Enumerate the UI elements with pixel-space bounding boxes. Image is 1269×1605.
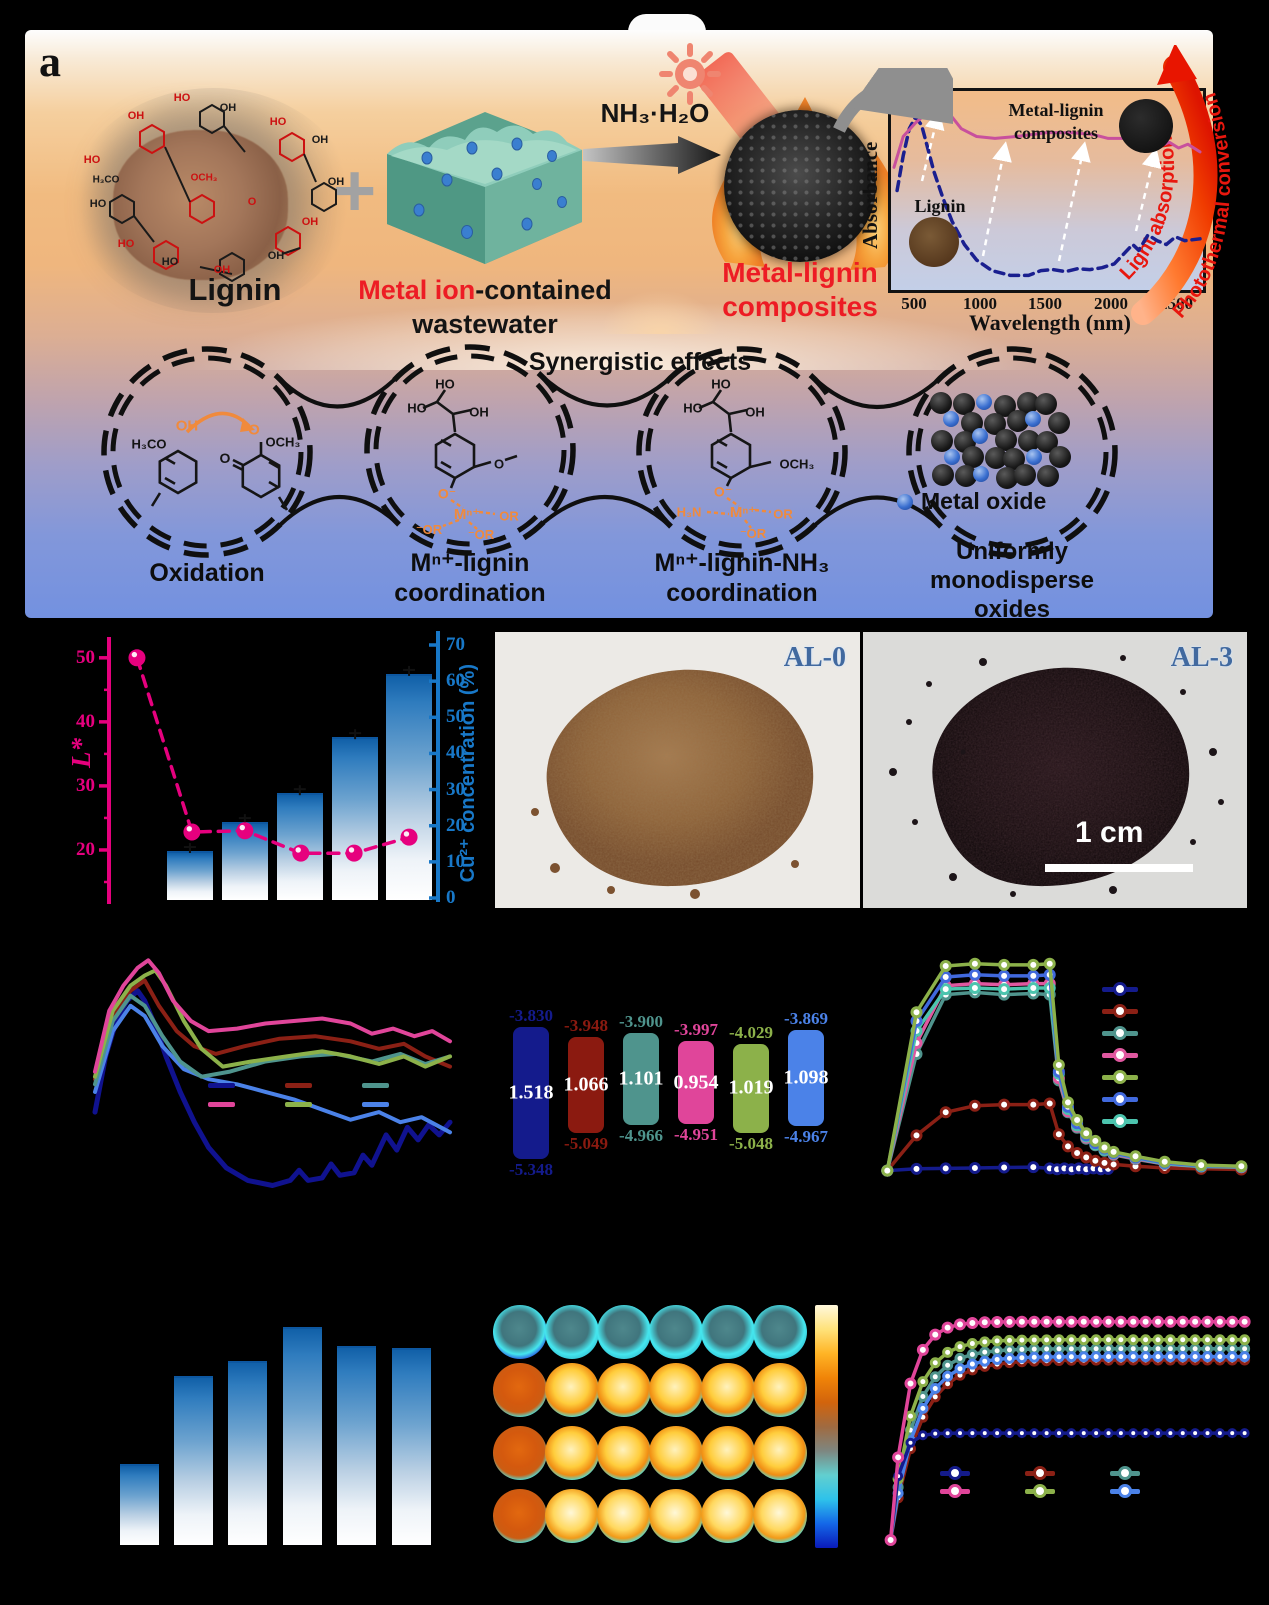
wastewater-label-red: Metal ion: [358, 275, 476, 305]
photo-al0: AL-0: [495, 632, 860, 908]
uvvis-spectra-chart: [60, 930, 470, 1195]
wastewater-cube: [387, 112, 582, 264]
composites-label-line1: Metal-lignin: [722, 257, 878, 288]
oxide-sphere-black: [1007, 410, 1029, 432]
oxide-sphere-blue: [972, 428, 988, 444]
composite-sample-dot: [1119, 99, 1173, 153]
caption-text: coordination: [394, 579, 546, 607]
oxide-sphere-black: [995, 429, 1017, 451]
photothermal-cycle-chart: [865, 930, 1269, 1192]
oxide-sphere-black: [1014, 464, 1036, 486]
oxide-sphere-black: [996, 467, 1018, 489]
photo-al3: AL-3 1 cm: [863, 632, 1247, 908]
al0-powder: [531, 669, 814, 899]
m-lignin-structure: [422, 389, 518, 530]
oxide-sphere-black: [930, 392, 952, 414]
oxide-sphere-black: [931, 430, 953, 452]
oxide-sphere-black: [1048, 412, 1070, 434]
al0-label: AL-0: [783, 642, 846, 673]
oxidation-labels: H₃CO OH O OCH₃ O: [131, 417, 301, 467]
oxide-sphere-blue: [944, 449, 960, 465]
metal-lignin-sphere: [724, 110, 876, 262]
lignin-particle-blob: [113, 130, 288, 280]
m-lignin-nh3-structure: [698, 389, 772, 529]
curved-gray-arrow: [833, 68, 953, 133]
m-lignin-labels: HO HO OH O O⁻ Mⁿ⁺ OR ⁻OR ⁻OR: [407, 376, 519, 543]
metal-oxide-label: Metal oxide: [921, 488, 1047, 514]
banner-peak: [580, 276, 740, 334]
wastewater-label-black: -contained: [475, 275, 612, 305]
oxide-sphere-blue: [1026, 449, 1042, 465]
energy-level-diagram: -3.830 -5.348 1.518 -3.948 -5.049 1.066 -3.900…: [508, 1005, 829, 1179]
caption-text: monodisperse: [929, 566, 1095, 594]
al3-label: AL-3: [1170, 642, 1233, 673]
decoration-bump: [628, 14, 706, 32]
inset-series2-label: Lignin: [914, 196, 966, 216]
oxide-sphere-black: [1017, 392, 1039, 414]
panel-a-schematic: a: [25, 30, 1235, 623]
oxide-sphere-black: [955, 465, 977, 487]
oxidation-structure: [150, 411, 289, 511]
caption-text: Uniformly: [955, 538, 1069, 565]
wastewater-label: Metal ion-contained: [320, 275, 650, 306]
inset-series1-line1: Metal-lignin: [1008, 100, 1104, 120]
oxide-sphere-black: [1049, 446, 1071, 468]
circle-caption-m-lignin: Mⁿ⁺-lignin coordination: [394, 548, 545, 608]
circle-caption-oxides: Uniformly monodisperse oxides: [930, 538, 1094, 624]
oxide-cluster: [930, 392, 1090, 504]
panel-tag: a: [39, 37, 61, 86]
oxide-sphere-black: [1035, 393, 1057, 415]
dashed-circles-layer: [101, 344, 1118, 558]
reaction-arrow: [583, 136, 721, 174]
temperature-rise-chart: [865, 1260, 1269, 1595]
oxide-sphere-blue: [973, 466, 989, 482]
metal-oxide-dot: [897, 493, 913, 510]
composites-label-line2: composites: [722, 290, 878, 322]
oxide-sphere-black: [1037, 465, 1059, 487]
oxide-sphere-blue: [943, 411, 959, 427]
lightness-copper-chart: L* Cu²⁺ concentration (%) 20 30 40 50 0 10 20 3…: [66, 631, 479, 908]
circle-caption-oxidation: Oxidation: [149, 558, 264, 588]
left-axis-label: L*: [66, 738, 96, 768]
oxide-sphere-black: [932, 464, 954, 486]
oxide-sphere-black: [985, 447, 1007, 469]
inset-series1-label: Metal-lignin composites: [1001, 99, 1111, 144]
oxide-sphere-black: [962, 446, 984, 468]
lignin-structure-rings: [109, 103, 337, 283]
oxide-sphere-black: [953, 393, 975, 415]
inset-series1-line2: composites: [1014, 122, 1098, 143]
scalebar: [1045, 864, 1193, 872]
m-lignin-nh3-labels: HO HO OH OCH₃ O⁻ Mⁿ⁺ H₃N OR ⁻OR: [676, 376, 815, 542]
oxide-sphere-blue: [976, 394, 992, 410]
right-axis-label: Cu²⁺ concentration (%): [457, 664, 479, 883]
caption-text: coordination: [666, 579, 818, 607]
al3-powder: [889, 655, 1224, 897]
oxide-sphere-blue: [1025, 411, 1041, 427]
sun-icon: [659, 43, 721, 105]
caption-text: Oxidation: [149, 559, 265, 587]
metal-oxide-legend: Metal oxide: [897, 488, 1046, 515]
composites-label: Metal-lignin composites: [697, 256, 903, 323]
caption-text: oxides: [973, 595, 1051, 623]
scalebar-text: 1 cm: [1075, 816, 1144, 849]
lignin-label: Lignin: [188, 272, 282, 307]
plus-icon: +: [333, 149, 377, 232]
circle-caption-m-lignin-nh3: Mⁿ⁺-lignin-NH₃ coordination: [655, 548, 830, 608]
lignin-sample-dot: [909, 217, 959, 267]
thermal-image-grid: [470, 1260, 860, 1590]
wastewater-label-line2: wastewater: [412, 309, 558, 339]
bottom-bar-chart: [80, 1270, 452, 1582]
oxide-sphere-black: [1018, 430, 1040, 452]
lignin-structure-labels: HO OH HO OH HO OH OH OH OH OH HO HO HO OCH₃ H₃CO O: [83, 92, 345, 276]
